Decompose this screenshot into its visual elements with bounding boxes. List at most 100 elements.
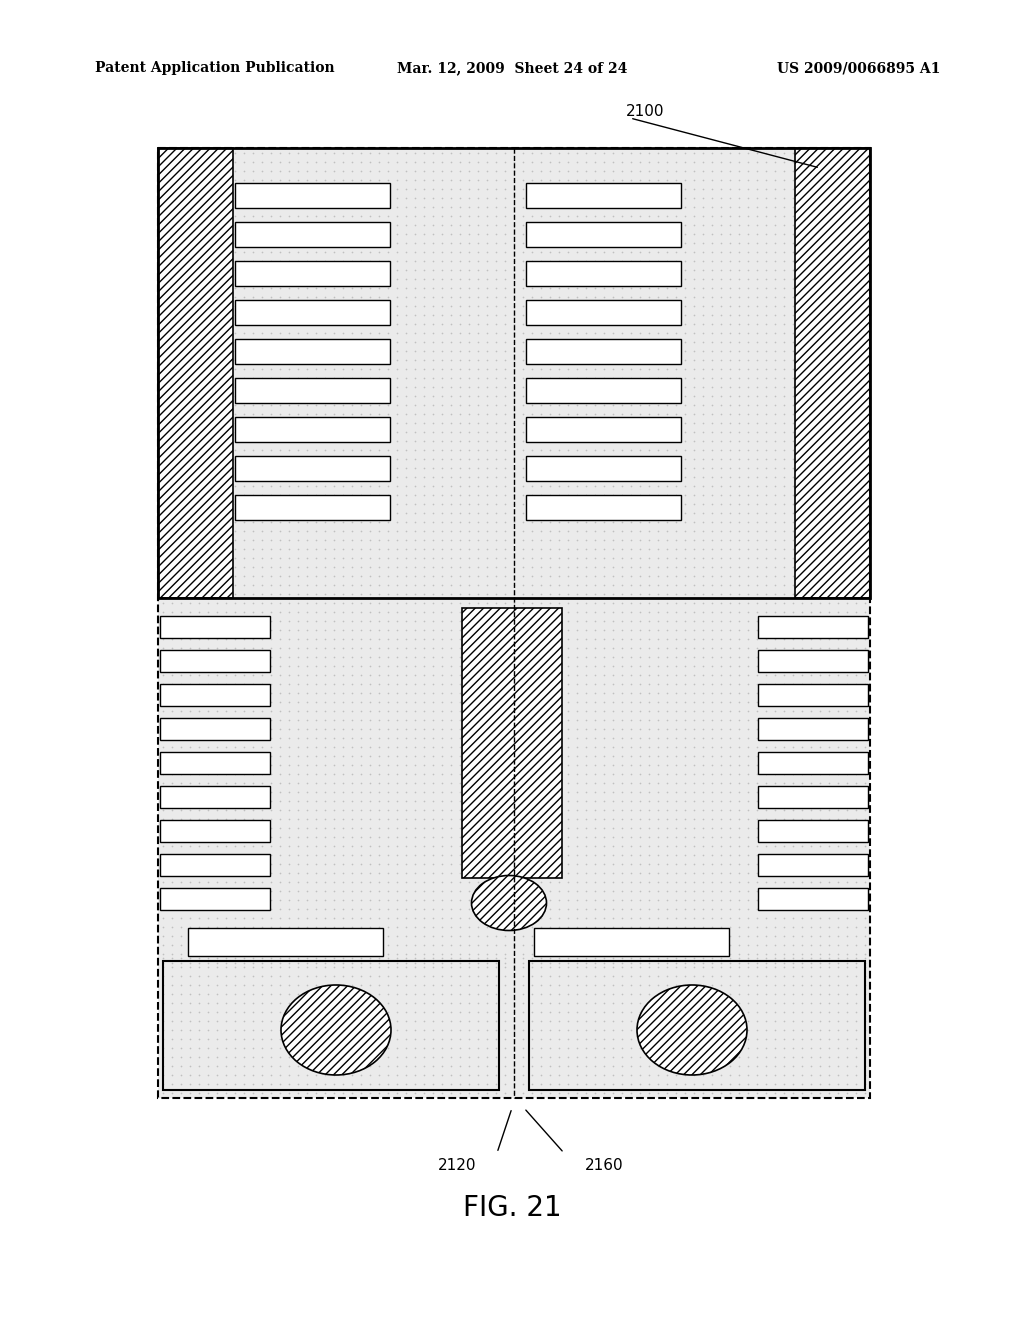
Point	[532, 925, 549, 946]
Point	[623, 925, 639, 946]
Point	[424, 727, 440, 748]
Point	[497, 601, 513, 622]
Point	[856, 195, 872, 216]
Point	[163, 942, 179, 964]
Point	[550, 430, 566, 451]
Point	[694, 591, 711, 612]
Point	[649, 956, 666, 977]
Point	[839, 1028, 855, 1049]
Point	[784, 574, 801, 595]
Point	[721, 916, 737, 937]
Point	[371, 974, 387, 995]
Point	[668, 242, 684, 263]
Point	[685, 772, 701, 793]
Point	[514, 690, 530, 711]
Point	[703, 502, 720, 523]
Bar	[160, 820, 270, 842]
Point	[632, 880, 648, 902]
Point	[568, 430, 585, 451]
Point	[532, 700, 549, 721]
Point	[604, 1019, 621, 1040]
Point	[658, 520, 675, 541]
Point	[442, 789, 459, 810]
Point	[190, 187, 207, 209]
Point	[568, 440, 585, 461]
Point	[461, 1064, 477, 1085]
Point	[839, 313, 855, 334]
Point	[721, 942, 737, 964]
Point	[532, 268, 549, 289]
Point	[587, 178, 603, 199]
Point	[775, 862, 792, 883]
Point	[245, 952, 261, 973]
Point	[326, 169, 342, 190]
Point	[416, 862, 432, 883]
Point	[155, 421, 171, 442]
Point	[505, 492, 521, 513]
Point	[433, 511, 450, 532]
Point	[676, 529, 692, 550]
Point	[766, 322, 782, 343]
Bar	[158, 148, 870, 598]
Point	[361, 322, 378, 343]
Point	[550, 655, 566, 676]
Point	[658, 376, 675, 397]
Point	[721, 143, 737, 164]
Point	[766, 946, 782, 968]
Point	[604, 294, 621, 315]
Point	[532, 412, 549, 433]
Point	[640, 565, 656, 586]
Point	[542, 304, 558, 325]
Point	[604, 249, 621, 271]
Point	[505, 412, 521, 433]
Point	[290, 781, 306, 803]
Point	[784, 956, 801, 977]
Point	[487, 393, 504, 414]
Point	[514, 610, 530, 631]
Point	[632, 655, 648, 676]
Point	[487, 205, 504, 226]
Point	[749, 942, 765, 964]
Point	[442, 744, 459, 766]
Point	[281, 574, 297, 595]
Point	[236, 556, 252, 577]
Point	[343, 591, 359, 612]
Point	[281, 1028, 297, 1049]
Point	[713, 313, 729, 334]
Point	[668, 466, 684, 487]
Point	[442, 1010, 459, 1031]
Point	[839, 862, 855, 883]
Point	[469, 946, 485, 968]
Point	[442, 294, 459, 315]
Point	[749, 249, 765, 271]
Point	[587, 565, 603, 586]
Point	[730, 645, 746, 667]
Point	[613, 160, 630, 181]
Point	[478, 232, 495, 253]
Point	[713, 466, 729, 487]
Point	[578, 484, 594, 506]
Point	[352, 205, 369, 226]
Point	[208, 376, 224, 397]
Point	[739, 556, 756, 577]
Point	[578, 628, 594, 649]
Point	[452, 673, 468, 694]
Point	[550, 529, 566, 550]
Point	[604, 655, 621, 676]
Point	[632, 412, 648, 433]
Point	[281, 1064, 297, 1085]
Point	[307, 817, 324, 838]
Point	[379, 475, 395, 496]
Point	[766, 1038, 782, 1059]
Point	[856, 304, 872, 325]
Point	[478, 205, 495, 226]
Point	[163, 718, 179, 739]
Point	[730, 836, 746, 857]
Point	[820, 862, 837, 883]
Point	[155, 610, 171, 631]
Point	[749, 789, 765, 810]
Point	[542, 187, 558, 209]
Point	[766, 664, 782, 685]
Point	[316, 628, 333, 649]
Point	[739, 313, 756, 334]
